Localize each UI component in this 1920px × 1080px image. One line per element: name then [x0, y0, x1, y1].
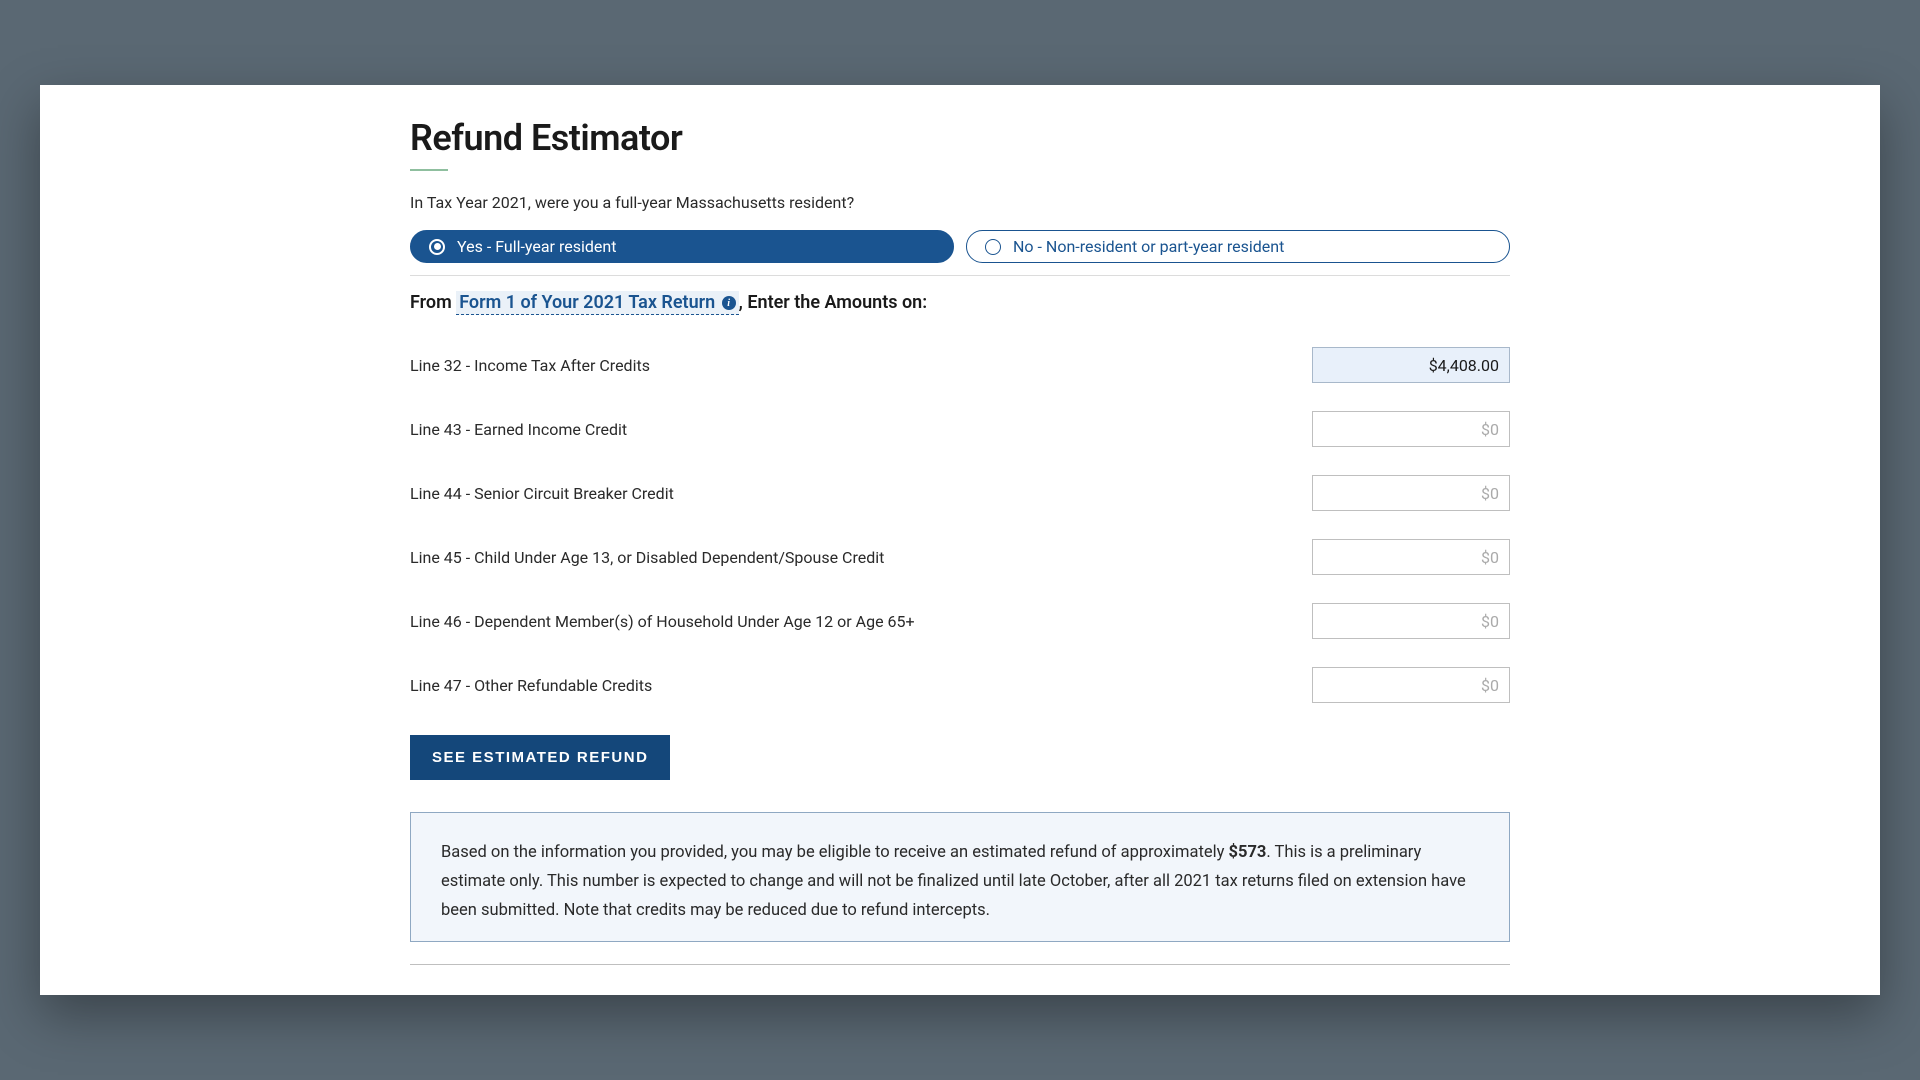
info-icon[interactable]: i: [722, 296, 736, 310]
app-window: Refund Estimator In Tax Year 2021, were …: [40, 85, 1880, 995]
radio-unselected-icon: [985, 239, 1001, 255]
line-44-input[interactable]: [1312, 475, 1510, 511]
see-estimated-refund-button[interactable]: SEE ESTIMATED REFUND: [410, 735, 670, 780]
line-46-input[interactable]: [1312, 603, 1510, 639]
line-row-45: Line 45 - Child Under Age 13, or Disable…: [410, 539, 1510, 575]
option-yes-label: Yes - Full-year resident: [457, 237, 616, 256]
line-47-label: Line 47 - Other Refundable Credits: [410, 676, 652, 695]
radio-selected-icon: [429, 239, 445, 255]
result-box: Based on the information you provided, y…: [410, 812, 1510, 942]
bottom-divider: [410, 964, 1510, 965]
line-row-46: Line 46 - Dependent Member(s) of Househo…: [410, 603, 1510, 639]
residency-question: In Tax Year 2021, were you a full-year M…: [410, 193, 1510, 212]
section-divider: [410, 275, 1510, 276]
line-46-label: Line 46 - Dependent Member(s) of Househo…: [410, 612, 915, 631]
option-no-nonresident[interactable]: No - Non-resident or part-year resident: [966, 230, 1510, 263]
page-title: Refund Estimator: [410, 117, 1510, 159]
option-yes-full-year[interactable]: Yes - Full-year resident: [410, 230, 954, 263]
line-43-input[interactable]: [1312, 411, 1510, 447]
line-32-input[interactable]: [1312, 347, 1510, 383]
result-amount: $573: [1229, 843, 1267, 862]
line-45-label: Line 45 - Child Under Age 13, or Disable…: [410, 548, 884, 567]
line-row-47: Line 47 - Other Refundable Credits: [410, 667, 1510, 703]
line-32-label: Line 32 - Income Tax After Credits: [410, 356, 650, 375]
form-section-heading: From Form 1 of Your 2021 Tax Return i, E…: [410, 292, 1510, 313]
heading-suffix: , Enter the Amounts on:: [739, 292, 927, 313]
line-43-label: Line 43 - Earned Income Credit: [410, 420, 627, 439]
line-row-44: Line 44 - Senior Circuit Breaker Credit: [410, 475, 1510, 511]
result-text-before: Based on the information you provided, y…: [441, 843, 1229, 862]
title-underline: [410, 169, 448, 171]
line-row-32: Line 32 - Income Tax After Credits: [410, 347, 1510, 383]
line-45-input[interactable]: [1312, 539, 1510, 575]
line-row-43: Line 43 - Earned Income Credit: [410, 411, 1510, 447]
line-47-input[interactable]: [1312, 667, 1510, 703]
line-44-label: Line 44 - Senior Circuit Breaker Credit: [410, 484, 674, 503]
form-1-link[interactable]: Form 1 of Your 2021 Tax Return i: [456, 291, 738, 315]
residency-toggle-group: Yes - Full-year resident No - Non-reside…: [410, 230, 1510, 263]
content-container: Refund Estimator In Tax Year 2021, were …: [410, 85, 1510, 965]
option-no-label: No - Non-resident or part-year resident: [1013, 237, 1284, 256]
heading-prefix: From: [410, 292, 456, 313]
